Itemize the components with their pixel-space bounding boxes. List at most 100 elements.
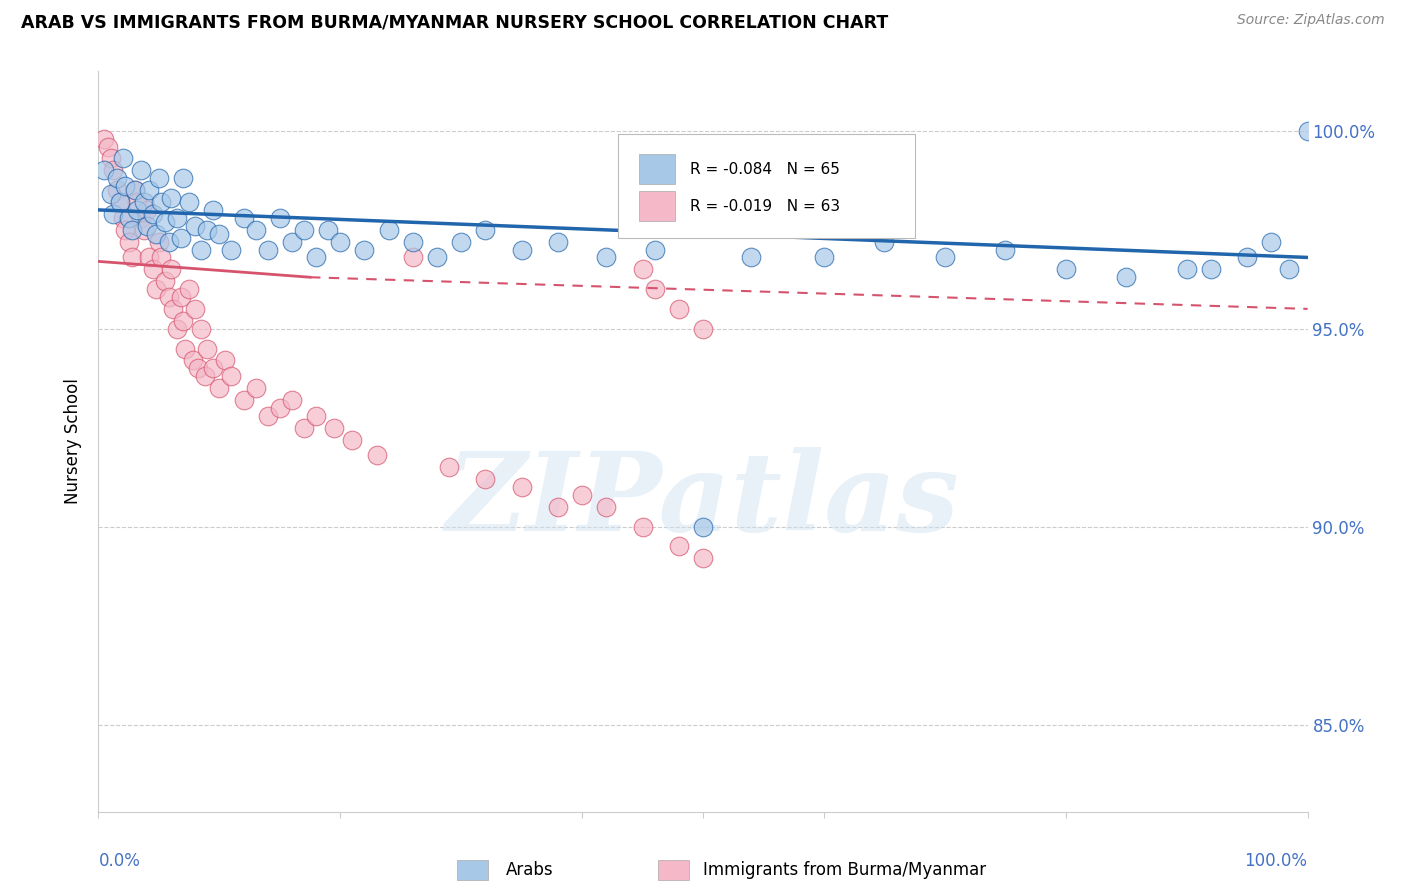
Point bbox=[510, 480, 533, 494]
Point bbox=[134, 223, 156, 237]
FancyBboxPatch shape bbox=[619, 135, 915, 238]
Point bbox=[121, 251, 143, 265]
Point bbox=[1054, 262, 1077, 277]
Point bbox=[101, 207, 124, 221]
Text: R = -0.019   N = 63: R = -0.019 N = 63 bbox=[690, 199, 839, 213]
Point bbox=[190, 243, 212, 257]
Point bbox=[153, 215, 176, 229]
Point bbox=[631, 262, 654, 277]
Point bbox=[426, 251, 449, 265]
Point bbox=[100, 187, 122, 202]
Point bbox=[184, 219, 207, 233]
Point bbox=[169, 230, 191, 244]
Point bbox=[118, 235, 141, 249]
Point bbox=[269, 401, 291, 415]
Point bbox=[174, 342, 197, 356]
Point bbox=[292, 420, 315, 434]
Point bbox=[644, 243, 666, 257]
Point bbox=[402, 235, 425, 249]
Point bbox=[202, 202, 225, 217]
Point bbox=[245, 223, 267, 237]
Point bbox=[595, 500, 617, 514]
Point bbox=[93, 131, 115, 145]
Text: 0.0%: 0.0% bbox=[98, 853, 141, 871]
Point bbox=[316, 223, 339, 237]
Point bbox=[150, 194, 173, 209]
Point bbox=[595, 251, 617, 265]
Point bbox=[108, 194, 131, 209]
Point bbox=[118, 211, 141, 225]
Point bbox=[1260, 235, 1282, 249]
Point bbox=[1115, 270, 1137, 285]
Point bbox=[150, 251, 173, 265]
Point bbox=[1199, 262, 1222, 277]
Point bbox=[179, 194, 201, 209]
Point bbox=[127, 194, 149, 209]
Point bbox=[142, 207, 165, 221]
Point bbox=[138, 183, 160, 197]
Point bbox=[934, 251, 956, 265]
Point bbox=[114, 179, 136, 194]
Point bbox=[127, 202, 149, 217]
Point bbox=[148, 171, 170, 186]
Point bbox=[172, 171, 194, 186]
Point bbox=[692, 322, 714, 336]
Point bbox=[124, 183, 146, 197]
Point bbox=[157, 235, 180, 249]
Bar bbox=[638, 191, 675, 221]
Point bbox=[166, 322, 188, 336]
Point bbox=[208, 381, 231, 395]
Text: ARAB VS IMMIGRANTS FROM BURMA/MYANMAR NURSERY SCHOOL CORRELATION CHART: ARAB VS IMMIGRANTS FROM BURMA/MYANMAR NU… bbox=[21, 13, 889, 31]
Point bbox=[160, 262, 183, 277]
Point bbox=[129, 163, 152, 178]
Point bbox=[342, 433, 364, 447]
Point bbox=[208, 227, 231, 241]
Point bbox=[269, 211, 291, 225]
Point bbox=[134, 194, 156, 209]
Point bbox=[256, 243, 278, 257]
Point bbox=[873, 235, 896, 249]
Point bbox=[668, 301, 690, 316]
Point bbox=[510, 243, 533, 257]
Point bbox=[323, 420, 346, 434]
Point bbox=[305, 409, 328, 423]
Bar bbox=[638, 154, 675, 184]
Point bbox=[547, 500, 569, 514]
Point bbox=[1236, 251, 1258, 265]
Point bbox=[353, 243, 375, 257]
Point bbox=[402, 251, 425, 265]
Point bbox=[111, 211, 134, 225]
Point bbox=[129, 211, 152, 225]
Point bbox=[366, 449, 388, 463]
Point bbox=[1175, 262, 1198, 277]
Point bbox=[292, 223, 315, 237]
Point bbox=[692, 519, 714, 533]
Point bbox=[148, 235, 170, 249]
Point bbox=[194, 369, 217, 384]
Point bbox=[93, 163, 115, 178]
Text: R = -0.084   N = 65: R = -0.084 N = 65 bbox=[690, 161, 839, 177]
Point bbox=[245, 381, 267, 395]
Point bbox=[668, 540, 690, 554]
Point bbox=[135, 202, 157, 217]
Text: Source: ZipAtlas.com: Source: ZipAtlas.com bbox=[1237, 13, 1385, 28]
Point bbox=[281, 392, 304, 407]
Point bbox=[160, 191, 183, 205]
Point bbox=[377, 223, 399, 237]
Text: Immigrants from Burma/Myanmar: Immigrants from Burma/Myanmar bbox=[703, 861, 986, 879]
Point bbox=[145, 282, 167, 296]
Point bbox=[97, 139, 120, 153]
Point bbox=[101, 163, 124, 178]
Point bbox=[145, 227, 167, 241]
Point bbox=[111, 152, 134, 166]
Point bbox=[138, 251, 160, 265]
Point bbox=[474, 223, 496, 237]
Point bbox=[221, 369, 243, 384]
Point bbox=[1296, 124, 1319, 138]
Point bbox=[166, 211, 188, 225]
Point bbox=[644, 282, 666, 296]
Point bbox=[232, 211, 254, 225]
Point bbox=[232, 392, 254, 407]
Point bbox=[169, 290, 191, 304]
Point bbox=[195, 223, 218, 237]
